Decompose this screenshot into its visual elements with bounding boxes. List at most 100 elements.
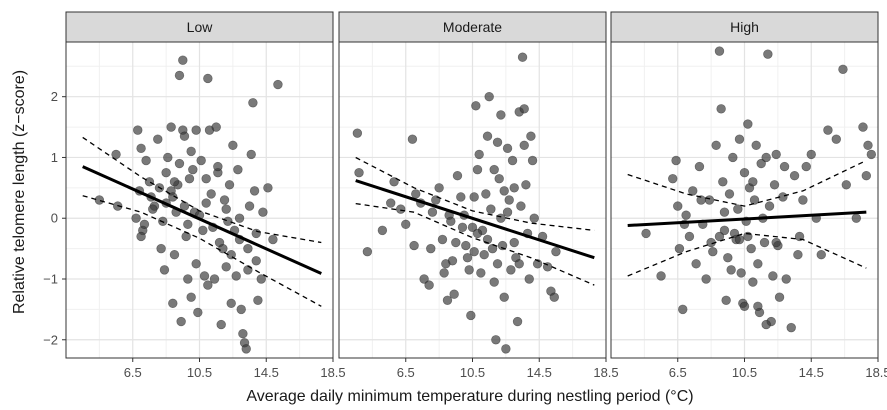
confidence-band-lower: [355, 202, 595, 286]
x-tick-label: 6.5: [669, 365, 687, 380]
data-point: [711, 140, 721, 151]
data-point: [174, 70, 185, 81]
data-point: [467, 222, 478, 233]
data-point: [362, 246, 373, 257]
data-point: [816, 249, 826, 260]
data-point: [211, 122, 221, 132]
data-point: [696, 195, 706, 205]
y-tick-label: 1: [51, 150, 58, 165]
data-point: [474, 149, 484, 160]
panel-high: High 6.5 10.5 14.5 18.5: [610, 11, 887, 380]
data-point: [181, 231, 191, 242]
data-point: [739, 301, 750, 312]
data-point: [502, 207, 513, 217]
data-point: [701, 274, 711, 284]
data-point: [226, 249, 236, 260]
data-point: [514, 259, 524, 269]
data-point: [721, 295, 731, 305]
data-point: [497, 240, 508, 251]
data-point: [746, 243, 756, 254]
data-point: [668, 174, 678, 184]
data-point: [718, 177, 728, 187]
data-point: [213, 161, 223, 172]
data-point: [716, 104, 726, 114]
data-point: [452, 170, 463, 181]
data-point: [176, 316, 186, 327]
data-point: [203, 280, 213, 290]
data-point: [464, 265, 474, 275]
data-point: [354, 167, 364, 178]
data-point: [191, 125, 201, 135]
data-point: [724, 189, 735, 199]
data-point: [734, 134, 745, 144]
data-point: [456, 192, 466, 202]
data-point: [751, 140, 761, 151]
data-point: [823, 125, 833, 135]
data-point: [426, 243, 436, 254]
data-point: [159, 265, 170, 275]
data-point: [723, 253, 733, 263]
data-point: [256, 274, 266, 284]
x-tick-label: 14.5: [527, 365, 552, 380]
data-point: [409, 240, 419, 251]
data-point: [461, 240, 471, 251]
data-point: [507, 155, 518, 166]
data-point: [209, 274, 220, 284]
data-point: [781, 274, 791, 284]
data-point: [469, 246, 479, 257]
y-tick-label: −2: [43, 332, 58, 347]
data-point: [486, 204, 496, 214]
data-point: [779, 161, 790, 172]
data-point: [437, 234, 448, 245]
data-point: [199, 271, 210, 281]
data-point: [94, 195, 105, 205]
data-point: [684, 231, 695, 242]
data-point: [231, 271, 241, 281]
data-point: [191, 259, 201, 269]
data-point: [183, 219, 193, 230]
regression-line: [627, 210, 867, 228]
data-point: [492, 137, 503, 147]
panels-layer: Low 6.5 10.5 14.5 18.5 Moderate 6.5 10.5 14.5 18.…: [65, 11, 887, 380]
data-point: [761, 319, 771, 330]
data-point: [681, 210, 691, 220]
data-point: [492, 259, 503, 269]
data-point: [166, 122, 176, 132]
x-tick-label: 10.5: [187, 365, 212, 380]
data-point: [861, 170, 872, 181]
facet-strip-label: Low: [187, 19, 214, 35]
data-point: [499, 186, 509, 196]
data-point: [136, 143, 146, 154]
x-tick-label: 18.5: [865, 365, 887, 380]
data-point: [517, 52, 528, 62]
data-point: [504, 195, 514, 205]
y-tick-label: −1: [43, 272, 58, 287]
data-point: [759, 237, 770, 248]
data-point: [186, 292, 196, 302]
data-point: [248, 98, 258, 108]
data-point: [771, 149, 781, 160]
data-point: [519, 140, 529, 151]
data-point: [866, 149, 877, 160]
data-point: [704, 195, 715, 205]
data-point: [133, 125, 143, 135]
y-tick-label: 0: [51, 211, 58, 226]
data-point: [858, 122, 868, 132]
data-point: [446, 216, 456, 226]
x-tick-label: 18.5: [593, 365, 618, 380]
data-point: [419, 274, 429, 284]
data-point: [733, 204, 743, 214]
data-point: [246, 149, 256, 160]
data-point: [389, 177, 399, 187]
data-point: [469, 192, 479, 202]
data-point: [774, 292, 785, 302]
data-point: [168, 192, 178, 202]
data-point: [506, 265, 516, 275]
data-point: [673, 201, 683, 211]
data-point: [451, 237, 461, 248]
data-point: [671, 155, 681, 166]
data-point: [806, 149, 816, 160]
data-point: [801, 161, 811, 172]
x-tick-label: 6.5: [124, 365, 142, 380]
data-point: [736, 268, 746, 278]
